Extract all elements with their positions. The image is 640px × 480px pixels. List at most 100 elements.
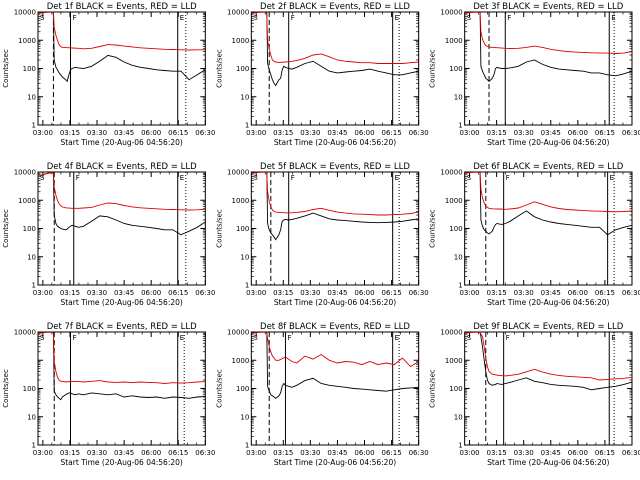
y-tick-label: 10000 (14, 329, 36, 337)
y-axis-label: Counts/sec (429, 49, 437, 88)
marker-label: F (287, 334, 291, 342)
y-tick-label: 10000 (440, 9, 462, 17)
x-tick-label: 06:30 (622, 449, 640, 457)
marker-label: F (72, 334, 76, 342)
series-line-black (38, 12, 206, 83)
chart-panel-2: Det 2f BLACK = Events, RED = LLD Counts/s… (215, 2, 428, 147)
x-tick-label: 03:15 (273, 129, 293, 137)
x-axis-label: Start Time (20-Aug-06 04:56:20) (487, 458, 609, 467)
y-tick-label: 1 (458, 282, 462, 290)
marker-label: S (467, 14, 472, 22)
x-tick-label: 06:30 (195, 289, 215, 297)
x-axis-label: Start Time (20-Aug-06 04:56:20) (274, 138, 396, 147)
y-tick-label: 10000 (227, 329, 249, 337)
series-line-red (38, 12, 206, 51)
x-tick-label: 03:45 (114, 289, 134, 297)
marker-label: S (467, 334, 472, 342)
y-tick-label: 100 (236, 65, 249, 73)
marker-label: S (253, 334, 258, 342)
y-tick-label: 10000 (440, 169, 462, 177)
y-tick-label: 10000 (227, 169, 249, 177)
x-tick-label: 03:15 (487, 289, 507, 297)
plot-frame (464, 171, 633, 286)
x-tick-label: 03:30 (87, 129, 107, 137)
chart-panel-7: Det 7f BLACK = Events, RED = LLD Counts/s… (2, 322, 215, 467)
marker-label: E (395, 174, 399, 182)
y-tick-label: 1 (32, 442, 36, 450)
y-tick-label: 10 (240, 93, 249, 101)
series-line-red (464, 172, 632, 213)
x-tick-label: 06:15 (595, 449, 615, 457)
y-axis-label: Counts/sec (215, 369, 223, 408)
x-axis-label: Start Time (20-Aug-06 04:56:20) (274, 298, 396, 307)
panel-title: Det 5f BLACK = Events, RED = LLD (260, 162, 410, 172)
y-tick-label: 1000 (18, 197, 36, 205)
plot-frame (250, 171, 420, 286)
series-line-black (251, 12, 419, 87)
y-axis-label: Counts/sec (2, 49, 10, 88)
chart-panel-4: Det 4f BLACK = Events, RED = LLD Counts/s… (2, 162, 215, 307)
y-tick-label: 10000 (440, 329, 462, 337)
y-tick-label: 10000 (227, 9, 249, 17)
marker-label: F (291, 14, 295, 22)
y-tick-label: 10 (27, 413, 36, 421)
marker-label: F (291, 174, 295, 182)
chart-panel-5: Det 5f BLACK = Events, RED = LLD Counts/s… (215, 162, 428, 307)
marker-label: S (40, 174, 45, 182)
x-tick-label: 03:00 (459, 129, 479, 137)
y-tick-label: 100 (23, 65, 36, 73)
x-tick-label: 03:45 (114, 449, 134, 457)
x-tick-label: 06:15 (168, 129, 188, 137)
y-tick-label: 100 (449, 65, 462, 73)
marker-label: F (76, 174, 80, 182)
x-tick-label: 06:30 (409, 289, 429, 297)
x-tick-label: 03:30 (514, 129, 534, 137)
panel-title: Det 3f BLACK = Events, RED = LLD (473, 2, 623, 12)
y-tick-label: 1000 (18, 37, 36, 45)
x-tick-label: 03:00 (459, 449, 479, 457)
chart-panel-6: Det 6f BLACK = Events, RED = LLD Counts/s… (429, 162, 640, 307)
x-tick-label: 06:15 (595, 289, 615, 297)
series-line-black (38, 332, 206, 401)
plot-frame (37, 11, 206, 126)
y-tick-label: 1 (458, 122, 462, 130)
marker-label: E (180, 14, 184, 22)
x-axis-label: Start Time (20-Aug-06 04:56:20) (274, 458, 396, 467)
y-tick-label: 1 (245, 282, 249, 290)
marker-label: E (180, 174, 184, 182)
x-tick-label: 03:45 (327, 449, 347, 457)
x-tick-label: 06:15 (595, 129, 615, 137)
x-tick-label: 06:30 (409, 129, 429, 137)
x-tick-label: 03:00 (459, 289, 479, 297)
y-tick-label: 10 (27, 253, 36, 261)
x-tick-label: 03:00 (33, 289, 53, 297)
x-tick-label: 03:30 (514, 449, 534, 457)
y-tick-label: 10 (240, 413, 249, 421)
x-tick-label: 03:30 (514, 289, 534, 297)
x-tick-label: 03:45 (327, 129, 347, 137)
chart-panel-8: Det 8f BLACK = Events, RED = LLD Counts/s… (215, 322, 428, 467)
marker-label: E (180, 334, 184, 342)
x-tick-label: 06:30 (622, 129, 640, 137)
y-tick-label: 100 (23, 225, 36, 233)
x-tick-label: 03:45 (541, 449, 561, 457)
marker-label: E (611, 334, 615, 342)
plot-frame (464, 331, 633, 446)
y-axis-label: Counts/sec (429, 209, 437, 248)
panel-title: Det 7f BLACK = Events, RED = LLD (47, 322, 197, 332)
y-tick-label: 100 (449, 225, 462, 233)
chart-panel-1: Det 1f BLACK = Events, RED = LLD Counts/s… (2, 2, 215, 147)
x-tick-label: 06:00 (568, 129, 588, 137)
x-tick-label: 06:30 (622, 289, 640, 297)
series-line-black (251, 332, 419, 399)
x-tick-label: 03:45 (327, 289, 347, 297)
x-tick-label: 03:00 (246, 449, 266, 457)
panel-title: Det 9f BLACK = Events, RED = LLD (473, 322, 623, 332)
x-tick-label: 03:30 (300, 449, 320, 457)
y-tick-label: 1000 (445, 357, 463, 365)
x-tick-label: 06:00 (354, 289, 374, 297)
series-line-black (464, 332, 632, 391)
series-line-black (464, 172, 632, 236)
x-tick-label: 03:30 (300, 129, 320, 137)
